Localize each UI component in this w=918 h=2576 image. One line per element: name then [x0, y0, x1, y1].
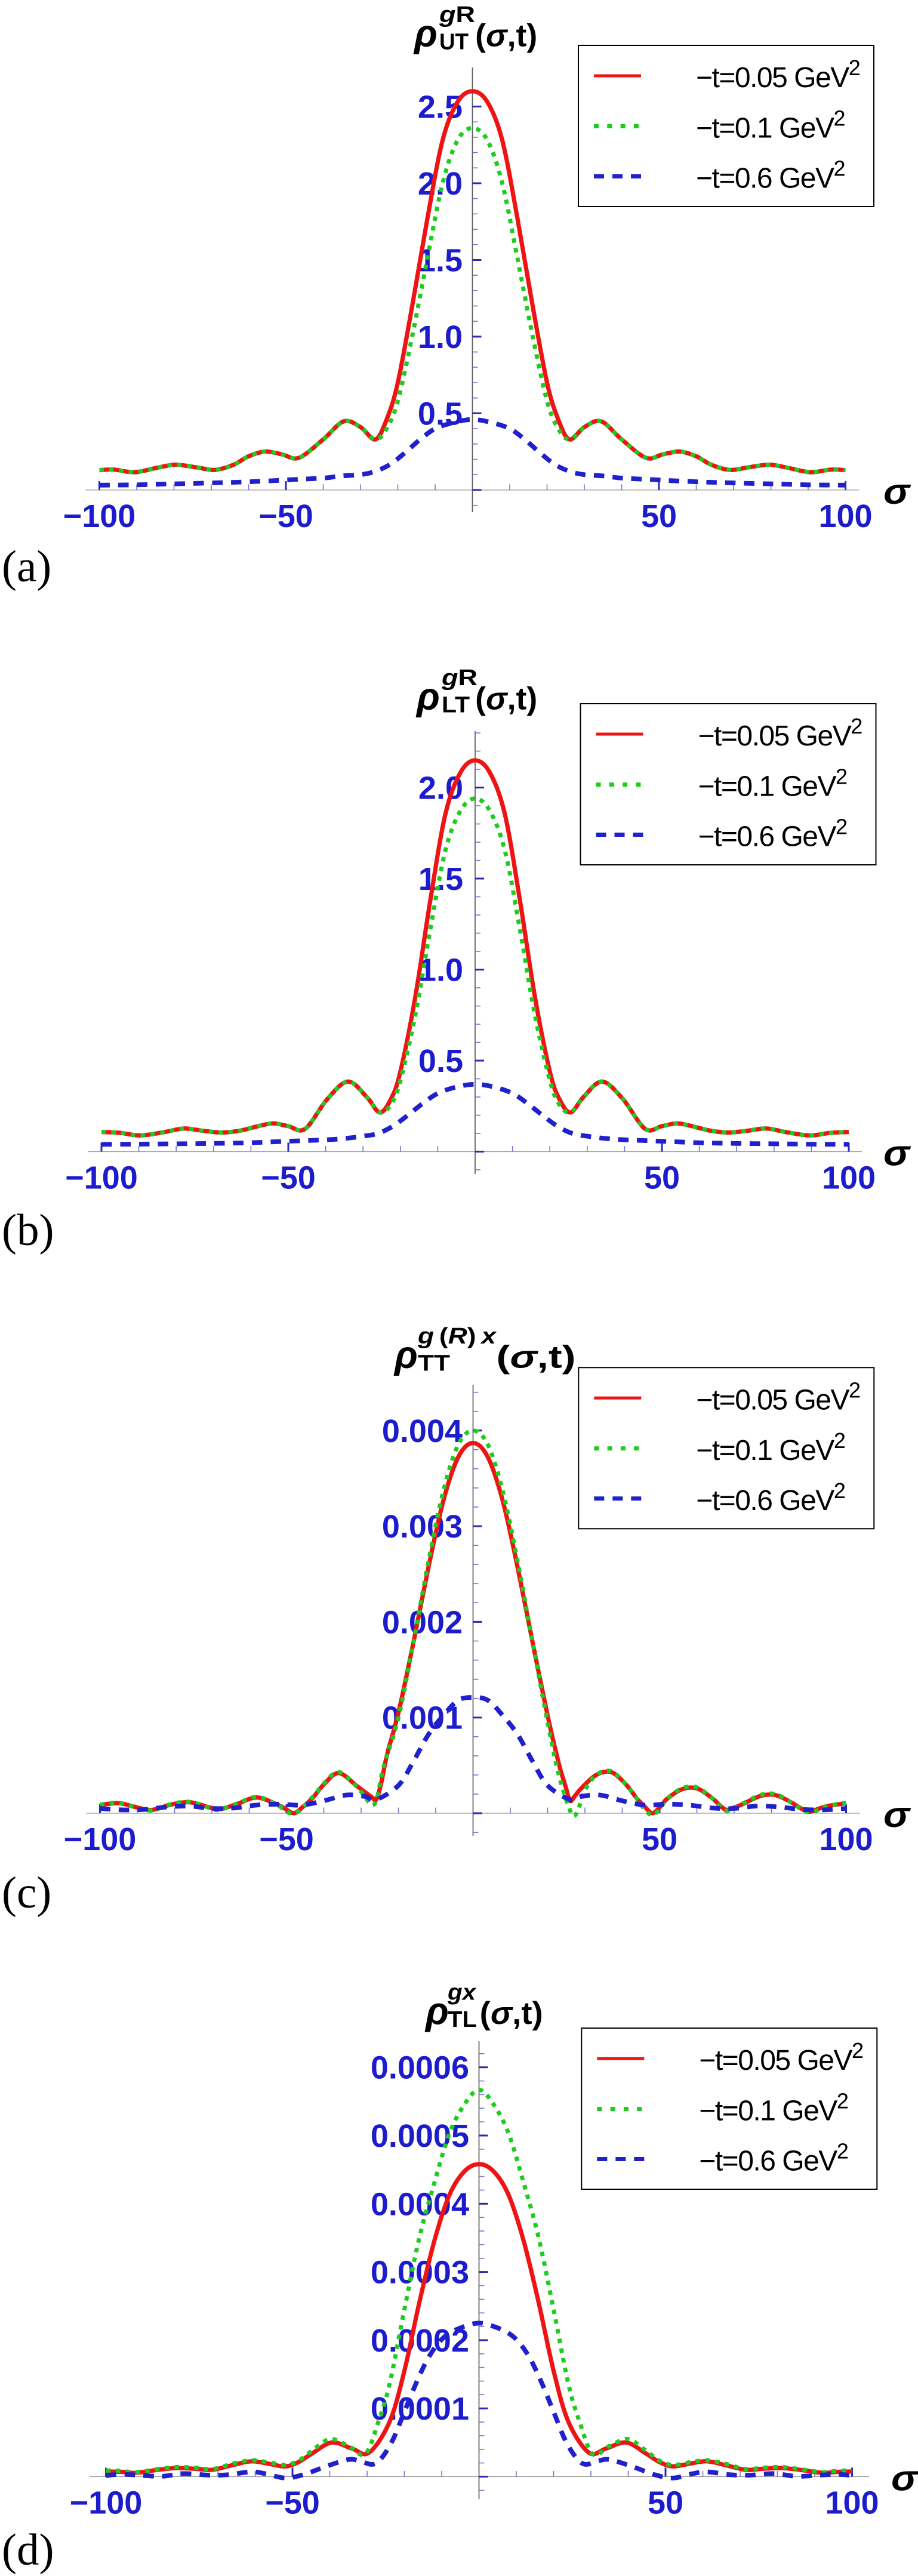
svg-text:σ: σ [883, 1795, 911, 1835]
svg-text:gR: gR [441, 665, 478, 691]
svg-text:−50: −50 [258, 498, 313, 534]
svg-text:ρ: ρ [413, 12, 438, 55]
svg-text:−t=0.1 GeV2: −t=0.1 GeV2 [699, 2089, 849, 2127]
svg-text:2.0: 2.0 [418, 771, 463, 806]
svg-text:σ: σ [883, 472, 911, 511]
svg-text:50: 50 [641, 498, 677, 534]
svg-text:(σ,t): (σ,t) [480, 1996, 543, 2031]
svg-text:0.5: 0.5 [418, 396, 463, 432]
svg-text:100: 100 [825, 2485, 879, 2521]
svg-text:(σ,t): (σ,t) [475, 19, 537, 54]
svg-text:−50: −50 [265, 2485, 320, 2521]
svg-text:−t=0.6 GeV2: −t=0.6 GeV2 [698, 815, 848, 853]
svg-text:ρ: ρ [393, 1333, 418, 1376]
svg-text:100: 100 [819, 1822, 873, 1857]
svg-text:gR: gR [439, 2, 475, 27]
svg-text:−t=0.1 GeV2: −t=0.1 GeV2 [698, 765, 848, 803]
svg-text:σ: σ [891, 2458, 918, 2498]
svg-text:ρ: ρ [424, 1989, 449, 2032]
svg-text:−t=0.1 GeV2: −t=0.1 GeV2 [696, 1428, 846, 1466]
svg-text:−t=0.6 GeV2: −t=0.6 GeV2 [699, 2139, 849, 2177]
svg-text:50: 50 [648, 2485, 683, 2521]
svg-text:−t=0.1 GeV2: −t=0.1 GeV2 [696, 106, 846, 144]
svg-text:−t=0.6 GeV2: −t=0.6 GeV2 [696, 156, 846, 195]
svg-text:−100: −100 [70, 2485, 143, 2521]
svg-text:−t=0.6 GeV2: −t=0.6 GeV2 [696, 1478, 846, 1517]
svg-text:g (R) x: g (R) x [417, 1324, 497, 1349]
svg-text:0.003: 0.003 [382, 1509, 463, 1545]
svg-text:0.002: 0.002 [382, 1604, 463, 1640]
svg-text:50: 50 [642, 1822, 677, 1857]
svg-text:50: 50 [644, 1160, 680, 1196]
svg-text:0.0002: 0.0002 [371, 2323, 469, 2359]
svg-text:−t=0.05 GeV2: −t=0.05 GeV2 [696, 56, 861, 94]
svg-text:0.0005: 0.0005 [371, 2118, 469, 2154]
svg-text:(σ,t): (σ,t) [475, 682, 537, 717]
svg-text:100: 100 [818, 498, 872, 534]
svg-text:−50: −50 [259, 1822, 314, 1857]
svg-text:2.0: 2.0 [418, 166, 463, 202]
svg-text:1.0: 1.0 [418, 319, 463, 355]
svg-text:0.0003: 0.0003 [371, 2255, 469, 2291]
svg-text:0.004: 0.004 [382, 1413, 463, 1449]
svg-text:−t=0.05 GeV2: −t=0.05 GeV2 [696, 1378, 861, 1416]
svg-text:ρ: ρ [415, 675, 440, 718]
svg-text:−50: −50 [261, 1160, 316, 1196]
svg-text:(σ,t): (σ,t) [497, 1340, 576, 1375]
svg-text:−t=0.05 GeV2: −t=0.05 GeV2 [698, 714, 863, 752]
svg-text:0.0006: 0.0006 [371, 2050, 469, 2086]
svg-text:TT: TT [418, 1351, 450, 1376]
svg-text:100: 100 [822, 1160, 876, 1196]
svg-text:1.5: 1.5 [418, 243, 463, 279]
svg-text:LT: LT [442, 693, 470, 718]
svg-text:−t=0.05 GeV2: −t=0.05 GeV2 [699, 2038, 864, 2076]
svg-text:−100: −100 [65, 1160, 138, 1196]
svg-text:gx: gx [447, 1980, 477, 2005]
svg-text:0.0004: 0.0004 [371, 2186, 469, 2222]
svg-text:−100: −100 [64, 1822, 137, 1857]
svg-text:0.5: 0.5 [418, 1043, 463, 1079]
svg-text:−100: −100 [63, 498, 136, 534]
svg-text:UT: UT [439, 30, 469, 55]
svg-text:TL: TL [448, 2007, 477, 2032]
svg-text:σ: σ [883, 1133, 911, 1173]
